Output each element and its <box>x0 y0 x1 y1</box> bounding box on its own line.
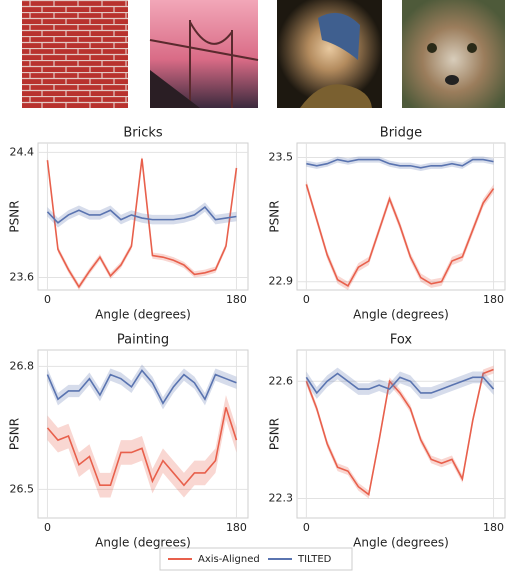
chart-title: Bridge <box>380 126 422 141</box>
y-axis-label: PSNR <box>268 418 282 450</box>
y-tick-label: 24.4 <box>10 145 35 158</box>
chart-title: Painting <box>117 333 169 348</box>
x-axis-label: Angle (degrees) <box>95 308 191 322</box>
x-tick-label: 180 <box>226 521 247 534</box>
page: Axis-Aligned TILTED Bricks Angle (degrees… <box>0 0 509 573</box>
y-tick-label: 22.9 <box>269 275 294 288</box>
chart-title: Bricks <box>123 126 163 141</box>
y-tick-label: 23.6 <box>10 270 35 283</box>
figure: Axis-Aligned TILTED Bricks Angle (degrees… <box>0 0 509 573</box>
bricks-image <box>22 0 128 108</box>
x-axis-label: Angle (degrees) <box>353 536 449 550</box>
x-tick-label: 180 <box>226 293 247 306</box>
y-tick-label: 26.8 <box>10 359 35 372</box>
y-axis-label: PSNR <box>8 200 22 232</box>
bridge-image <box>150 0 258 108</box>
x-tick-label: 180 <box>483 521 504 534</box>
x-axis-label: Angle (degrees) <box>95 536 191 550</box>
x-tick-label: 0 <box>44 293 51 306</box>
y-tick-label: 26.5 <box>10 482 35 495</box>
x-tick-label: 0 <box>303 521 310 534</box>
legend: Axis-Aligned TILTED <box>160 548 352 570</box>
painting-image <box>277 0 382 108</box>
y-tick-label: 22.3 <box>269 491 294 504</box>
legend-label: Axis-Aligned <box>198 554 260 565</box>
y-axis-label: PSNR <box>268 200 282 232</box>
y-axis-label: PSNR <box>8 418 22 450</box>
x-axis-label: Angle (degrees) <box>353 308 449 322</box>
y-tick-label: 23.5 <box>269 150 294 163</box>
y-tick-label: 22.6 <box>269 374 294 387</box>
legend-label: TILTED <box>297 554 332 565</box>
chart-title: Fox <box>390 333 413 348</box>
x-tick-label: 180 <box>483 293 504 306</box>
x-tick-label: 0 <box>303 293 310 306</box>
fox-image <box>402 0 505 108</box>
x-tick-label: 0 <box>44 521 51 534</box>
